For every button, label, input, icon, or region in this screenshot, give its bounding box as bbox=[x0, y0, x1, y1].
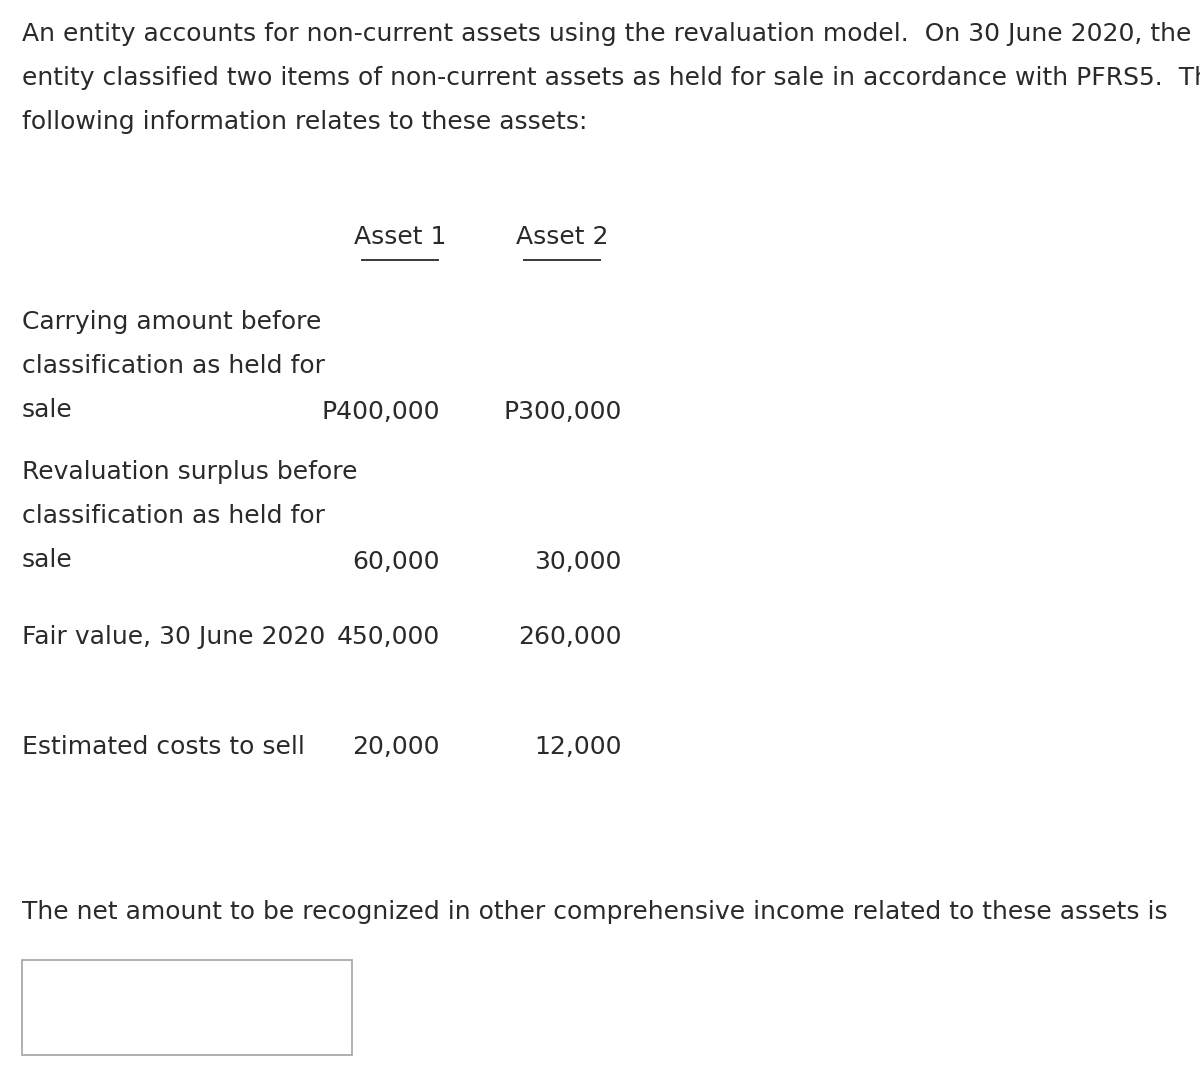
Text: classification as held for: classification as held for bbox=[22, 354, 325, 379]
Text: 20,000: 20,000 bbox=[353, 735, 440, 760]
Text: An entity accounts for non-current assets using the revaluation model.  On 30 Ju: An entity accounts for non-current asset… bbox=[22, 22, 1192, 46]
Text: Estimated costs to sell: Estimated costs to sell bbox=[22, 735, 305, 760]
Text: Carrying amount before: Carrying amount before bbox=[22, 310, 322, 334]
Text: 12,000: 12,000 bbox=[534, 735, 622, 760]
Text: 450,000: 450,000 bbox=[337, 625, 440, 649]
Text: The net amount to be recognized in other comprehensive income related to these a: The net amount to be recognized in other… bbox=[22, 899, 1168, 924]
FancyBboxPatch shape bbox=[22, 960, 352, 1055]
Text: entity classified two items of non-current assets as held for sale in accordance: entity classified two items of non-curre… bbox=[22, 66, 1200, 90]
Text: following information relates to these assets:: following information relates to these a… bbox=[22, 111, 587, 135]
Text: 30,000: 30,000 bbox=[535, 550, 622, 574]
Text: Asset 2: Asset 2 bbox=[516, 225, 608, 248]
Text: sale: sale bbox=[22, 548, 73, 572]
Text: Fair value, 30 June 2020: Fair value, 30 June 2020 bbox=[22, 625, 325, 649]
Text: Revaluation surplus before: Revaluation surplus before bbox=[22, 460, 358, 484]
Text: 60,000: 60,000 bbox=[353, 550, 440, 574]
Text: P300,000: P300,000 bbox=[504, 400, 622, 424]
Text: classification as held for: classification as held for bbox=[22, 505, 325, 528]
Text: sale: sale bbox=[22, 398, 73, 422]
Text: P400,000: P400,000 bbox=[322, 400, 440, 424]
Text: Asset 1: Asset 1 bbox=[354, 225, 446, 248]
Text: 260,000: 260,000 bbox=[518, 625, 622, 649]
